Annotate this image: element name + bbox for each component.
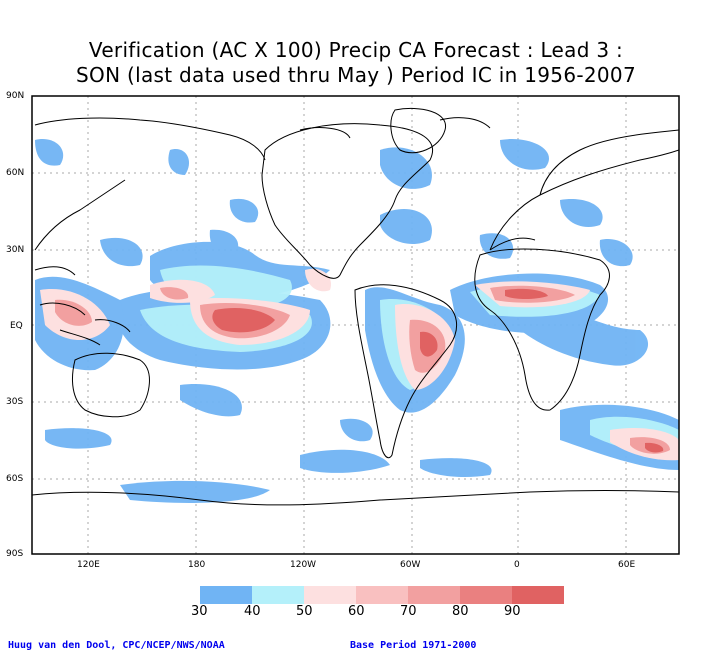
- lon-label-0: 0: [514, 560, 520, 570]
- lat-label-30n: 30N: [6, 245, 25, 255]
- lat-label-eq: EQ: [10, 321, 23, 331]
- colorbar-swatch: [408, 586, 460, 604]
- lon-label-60e: 60E: [618, 560, 636, 570]
- lat-label-90n: 90N: [6, 91, 25, 101]
- footer-credit: Huug van den Dool, CPC/NCEP/NWS/NOAA: [8, 640, 225, 651]
- colorbar-swatch: [512, 586, 564, 604]
- colorbar-label-80: 80: [452, 604, 469, 619]
- colorbar-swatch: [200, 586, 252, 604]
- lat-label-60s: 60S: [6, 474, 24, 484]
- colorbar-label-60: 60: [348, 604, 365, 619]
- coastlines: [32, 107, 679, 506]
- colorbar-swatch: [356, 586, 408, 604]
- lat-label-30s: 30S: [6, 397, 24, 407]
- colorbar-swatch: [460, 586, 512, 604]
- colorbar: [200, 586, 564, 604]
- map-frame: [31, 95, 680, 555]
- colorbar-label-70: 70: [400, 604, 417, 619]
- colorbar-swatch: [252, 586, 304, 604]
- correlation-shading: [35, 139, 679, 503]
- lat-label-90s: 90S: [6, 549, 24, 559]
- lon-label-60w: 60W: [400, 560, 421, 570]
- lon-label-120w: 120W: [290, 560, 317, 570]
- colorbar-swatch: [304, 586, 356, 604]
- colorbar-label-50: 50: [296, 604, 313, 619]
- footer-base-period: Base Period 1971-2000: [350, 640, 477, 651]
- colorbar-label-40: 40: [244, 604, 261, 619]
- lat-label-60n: 60N: [6, 168, 25, 178]
- title-line-2: SON (last data used thru May ) Period IC…: [76, 63, 636, 87]
- map-plot-area: [32, 96, 679, 554]
- title-line-1: Verification (AC X 100) Precip CA Foreca…: [88, 38, 624, 62]
- lon-label-120e: 120E: [77, 560, 100, 570]
- colorbar-label-30: 30: [191, 604, 208, 619]
- lon-label-180: 180: [188, 560, 206, 570]
- colorbar-label-90: 90: [504, 604, 521, 619]
